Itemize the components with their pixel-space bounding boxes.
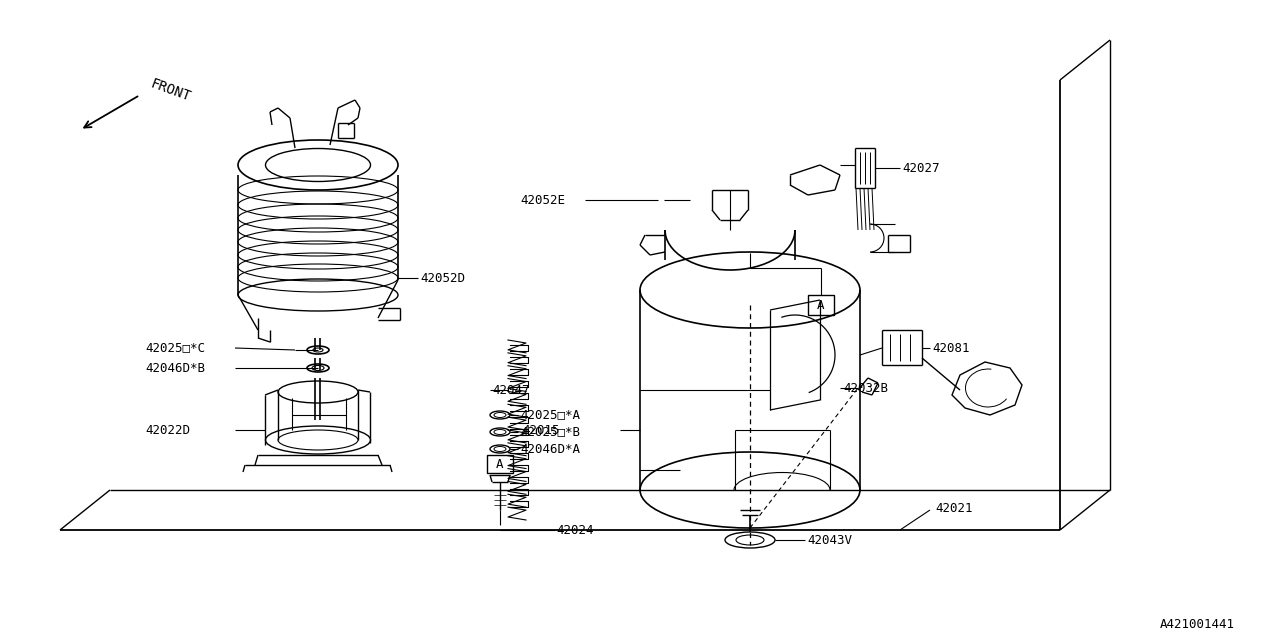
Text: 42043V: 42043V [806, 534, 852, 547]
Text: 42025□*A: 42025□*A [520, 408, 580, 422]
Text: A: A [497, 458, 504, 470]
Text: A421001441: A421001441 [1160, 618, 1235, 632]
Text: 42024: 42024 [556, 524, 594, 536]
Text: 42027: 42027 [902, 161, 940, 175]
Text: 42052D: 42052D [420, 271, 465, 285]
Text: 42052E: 42052E [520, 193, 564, 207]
Text: 42015: 42015 [522, 424, 561, 436]
Text: A: A [817, 298, 824, 312]
Text: 42025□*C: 42025□*C [145, 342, 205, 355]
Text: 42047: 42047 [492, 383, 530, 397]
Text: 42032B: 42032B [844, 381, 888, 394]
Text: 42046D*B: 42046D*B [145, 362, 205, 374]
Text: 42021: 42021 [934, 502, 973, 515]
Text: FRONT: FRONT [148, 76, 192, 104]
Text: 42046D*A: 42046D*A [520, 442, 580, 456]
Text: 42081: 42081 [932, 342, 969, 355]
Text: 42022D: 42022D [145, 424, 189, 436]
Text: 42025□*B: 42025□*B [520, 426, 580, 438]
